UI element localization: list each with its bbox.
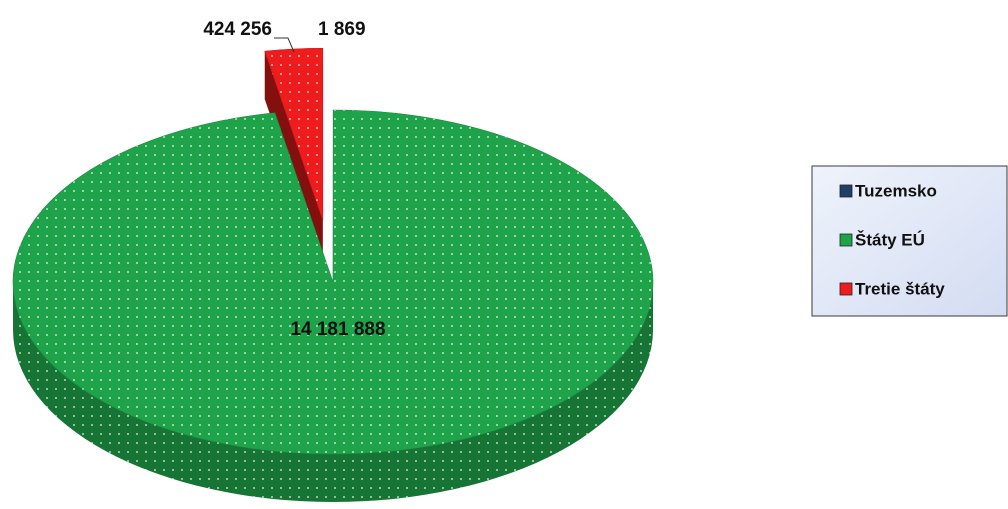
data-label: 1 869 [318, 19, 366, 40]
legend-marker [839, 233, 853, 247]
slice-texture [264, 48, 323, 221]
legend-label: Tuzemsko [855, 181, 937, 200]
data-label: 14 181 888 [290, 319, 385, 340]
legend: Tuzemsko Štáty EÚ Tretie štáty [811, 165, 1008, 317]
legend-marker [839, 282, 853, 296]
legend-label: Tretie štáty [855, 279, 945, 298]
slice-texture [13, 110, 654, 454]
legend-label: Štáty EÚ [855, 230, 925, 249]
data-label: 424 256 [203, 19, 272, 40]
legend-marker [839, 184, 853, 198]
pie [12, 47, 654, 502]
leader-line [274, 37, 295, 53]
slice-side-texture [13, 282, 653, 502]
